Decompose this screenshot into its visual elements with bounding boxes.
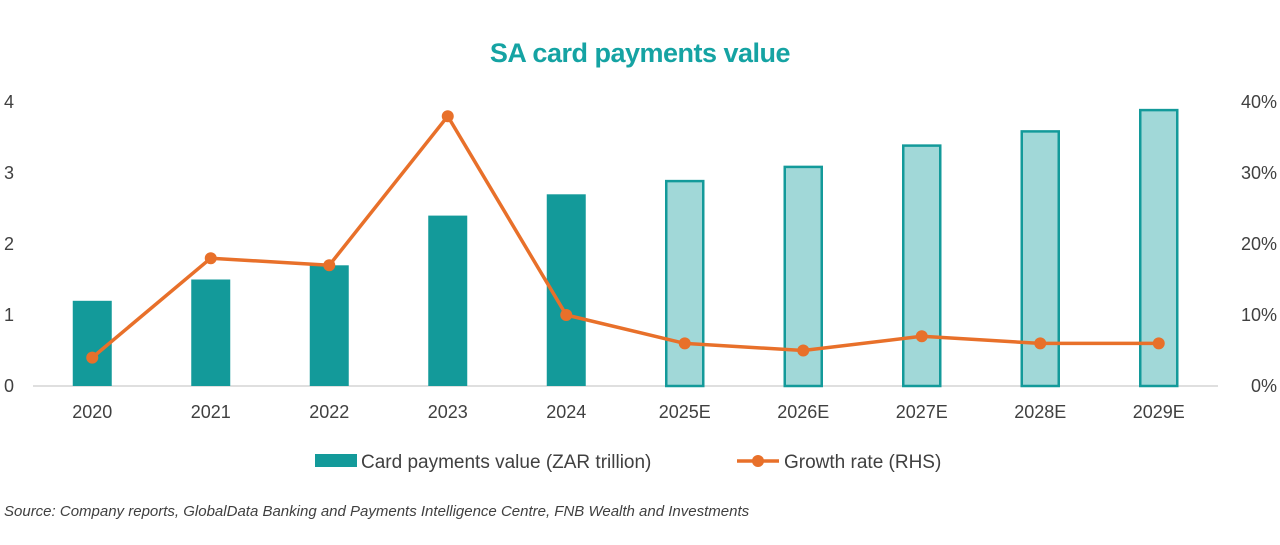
x-tick-label: 2028E [1014,402,1066,422]
growth-point [204,252,217,265]
legend-line-marker [752,455,764,467]
source-note: Source: Company reports, GlobalData Bank… [4,503,750,520]
y-left-tick-label: 0 [4,376,14,396]
y-left-tick-label: 1 [4,305,14,325]
y-left-tick-label: 4 [4,92,14,112]
legend-line-label: Growth rate (RHS) [784,452,941,473]
growth-point [678,337,691,350]
growth-point [441,110,454,123]
growth-point [797,344,810,357]
growth-point [323,259,336,272]
x-tick-label: 2021 [191,402,231,422]
legend: Card payments value (ZAR trillion) Growth… [315,452,941,473]
y-right-tick-label: 30% [1241,163,1277,183]
growth-line [86,110,1165,364]
bar-estimate [1139,108,1179,388]
growth-point [86,351,99,364]
y-right-tick-label: 20% [1241,234,1277,254]
x-tick-label: 2026E [777,402,829,422]
x-tick-label: 2024 [546,402,586,422]
growth-point [915,330,928,343]
x-tick-label: 2022 [309,402,349,422]
bar [72,300,112,386]
bars [72,108,1179,388]
y-right-tick-label: 10% [1241,305,1277,325]
growth-point [1034,337,1047,350]
bar [428,215,468,386]
bar-estimate [902,144,942,388]
growth-point [1152,337,1165,350]
bar [309,265,349,386]
x-tick-label: 2020 [72,402,112,422]
x-tick-label: 2025E [659,402,711,422]
bar [191,279,231,386]
chart-title: SA card payments value [489,38,791,68]
x-tick-label: 2027E [896,402,948,422]
y-left-tick-label: 2 [4,234,14,254]
bar-estimate [665,179,705,388]
growth-line-path [91,114,1159,359]
legend-bar-label: Card payments value (ZAR trillion) [361,452,651,473]
x-tick-label: 2023 [428,402,468,422]
legend-bar-swatch [315,454,357,467]
y-right-tick-label: 40% [1241,92,1277,112]
y-left-tick-label: 3 [4,163,14,183]
growth-point [560,309,573,321]
x-tick-label: 2029E [1133,402,1185,422]
y-right-tick-label: 0% [1251,376,1277,396]
